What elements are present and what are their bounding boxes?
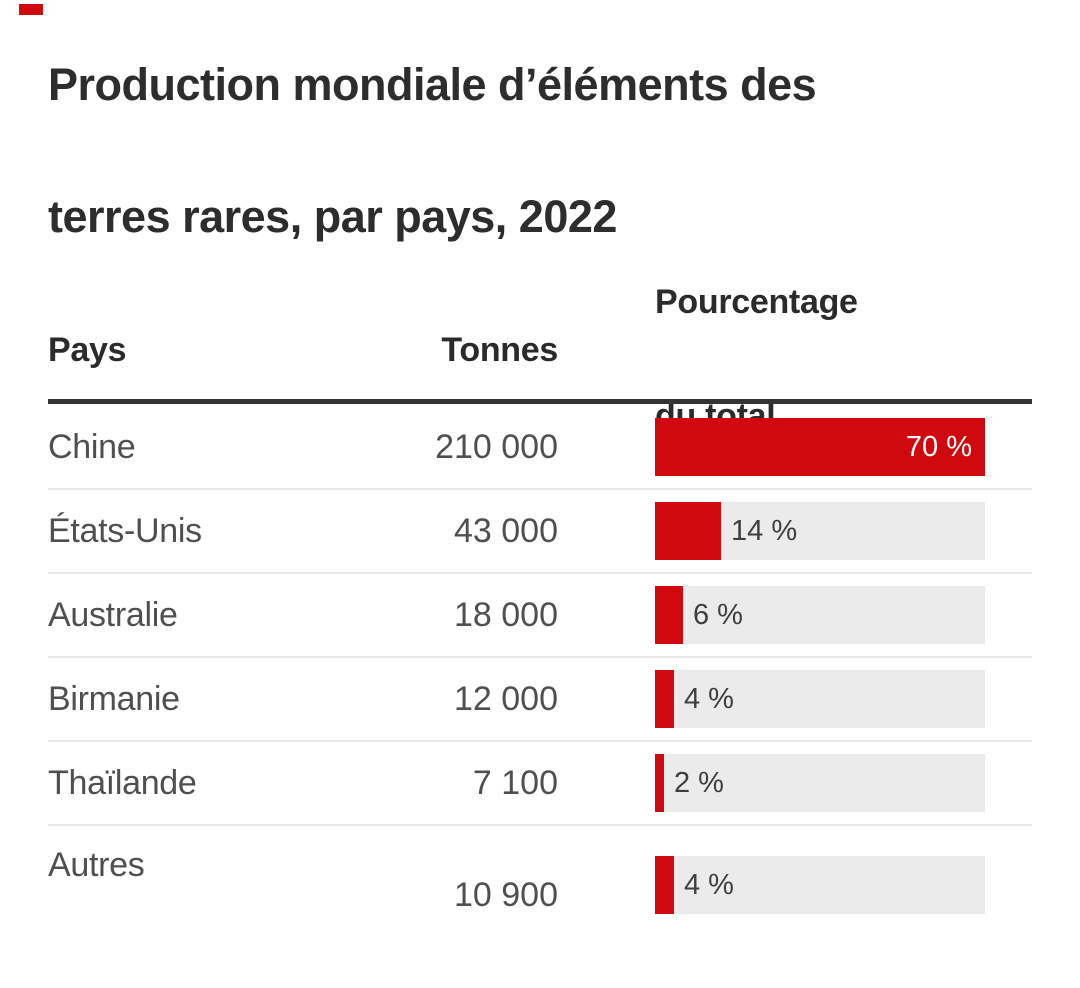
percent-bar-track: 4 % [655, 670, 985, 728]
percent-label: 14 % [731, 515, 798, 547]
percent-label: 4 % [684, 869, 734, 901]
country-cell: Autres [48, 846, 145, 884]
tonnes-cell: 7 100 [472, 763, 558, 802]
table-row: États-Unis 43 000 14 % [48, 490, 1032, 574]
percent-bar-track: 2 % [655, 754, 985, 812]
infographic: Production mondiale d’éléments des terre… [19, 4, 1032, 938]
tonnes-cell: 43 000 [454, 511, 558, 550]
table-row: Thaïlande 7 100 2 % [48, 742, 1032, 826]
country-cell: Thaïlande [48, 763, 197, 802]
percent-label: 70 % [905, 431, 972, 463]
percent-bar-track: 14 % [655, 502, 985, 560]
percent-label: 4 % [684, 683, 734, 715]
table-row: Birmanie 12 000 4 % [48, 658, 1032, 742]
percent-bar-fill [655, 670, 674, 728]
table-row: Autres 10 900 4 % [48, 826, 1032, 938]
percent-bar-fill [655, 856, 674, 914]
percent-bar-track: 4 % [655, 856, 985, 914]
header-rule [48, 399, 1032, 404]
chart-title: Production mondiale d’éléments des terre… [48, 52, 1028, 250]
percent-bar-fill [655, 586, 683, 644]
table-row: Australie 18 000 6 % [48, 574, 1032, 658]
percent-label: 2 % [674, 767, 724, 799]
country-cell: Chine [48, 427, 136, 466]
tonnes-cell: 10 900 [454, 876, 558, 914]
percent-label: 6 % [693, 599, 743, 631]
percent-bar-fill [655, 418, 985, 476]
table-row: Chine 210 000 70 % [48, 406, 1032, 490]
column-header-pays: Pays [48, 331, 127, 369]
title-line1: Production mondiale d’éléments des [48, 59, 817, 110]
title-line2: terres rares, par pays, 2022 [48, 191, 617, 242]
country-cell: États-Unis [48, 511, 202, 550]
brand-tick-icon [19, 4, 43, 15]
tonnes-cell: 210 000 [435, 427, 558, 466]
percent-header-line1: Pourcentage [655, 283, 858, 321]
percent-bar-fill [655, 754, 664, 812]
country-cell: Australie [48, 595, 178, 634]
country-cell: Birmanie [48, 679, 180, 718]
tonnes-cell: 12 000 [454, 679, 558, 718]
tonnes-cell: 18 000 [454, 595, 558, 634]
percent-bar-track: 6 % [655, 586, 985, 644]
table-rows: Chine 210 000 70 % États-Unis 43 000 14 % Aust… [48, 406, 1032, 938]
column-header-tonnes: Tonnes [441, 331, 558, 369]
percent-bar-track: 70 % [655, 418, 985, 476]
percent-bar-fill [655, 502, 721, 560]
